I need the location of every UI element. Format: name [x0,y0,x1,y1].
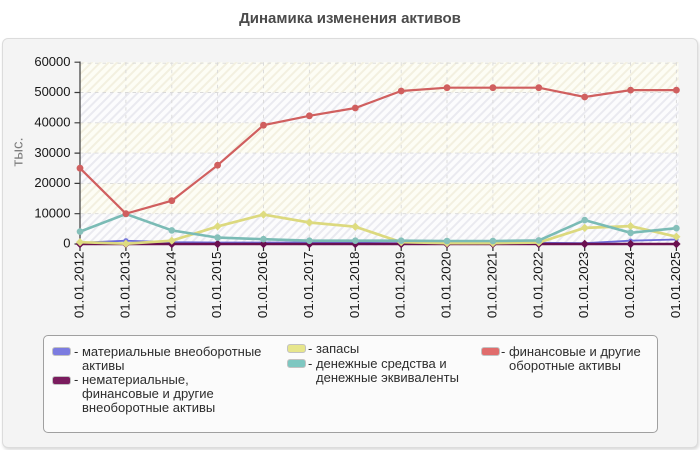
svg-text:40000: 40000 [34,115,70,130]
svg-text:01.01.2015: 01.01.2015 [209,252,224,319]
svg-text:10000: 10000 [34,205,70,220]
svg-text:50000: 50000 [34,84,70,99]
svg-text:тыс.: тыс. [10,137,27,166]
svg-text:01.01.2024: 01.01.2024 [622,252,637,319]
svg-text:01.01.2020: 01.01.2020 [439,252,454,319]
svg-text:01.01.2022: 01.01.2022 [530,252,545,319]
svg-text:01.01.2023: 01.01.2023 [576,252,591,319]
svg-text:01.01.2018: 01.01.2018 [347,252,362,319]
svg-text:01.01.2021: 01.01.2021 [484,252,499,319]
svg-text:01.01.2014: 01.01.2014 [163,252,178,319]
svg-text:01.01.2013: 01.01.2013 [117,252,132,319]
svg-text:01.01.2016: 01.01.2016 [255,252,270,319]
svg-text:01.01.2025: 01.01.2025 [668,252,683,319]
svg-text:01.01.2017: 01.01.2017 [301,252,316,319]
svg-text:30000: 30000 [34,145,70,160]
svg-text:01.01.2019: 01.01.2019 [393,252,408,319]
svg-text:60000: 60000 [34,54,70,69]
svg-text:20000: 20000 [34,175,70,190]
svg-text:01.01.2012: 01.01.2012 [72,252,87,319]
svg-text:0: 0 [63,236,70,251]
